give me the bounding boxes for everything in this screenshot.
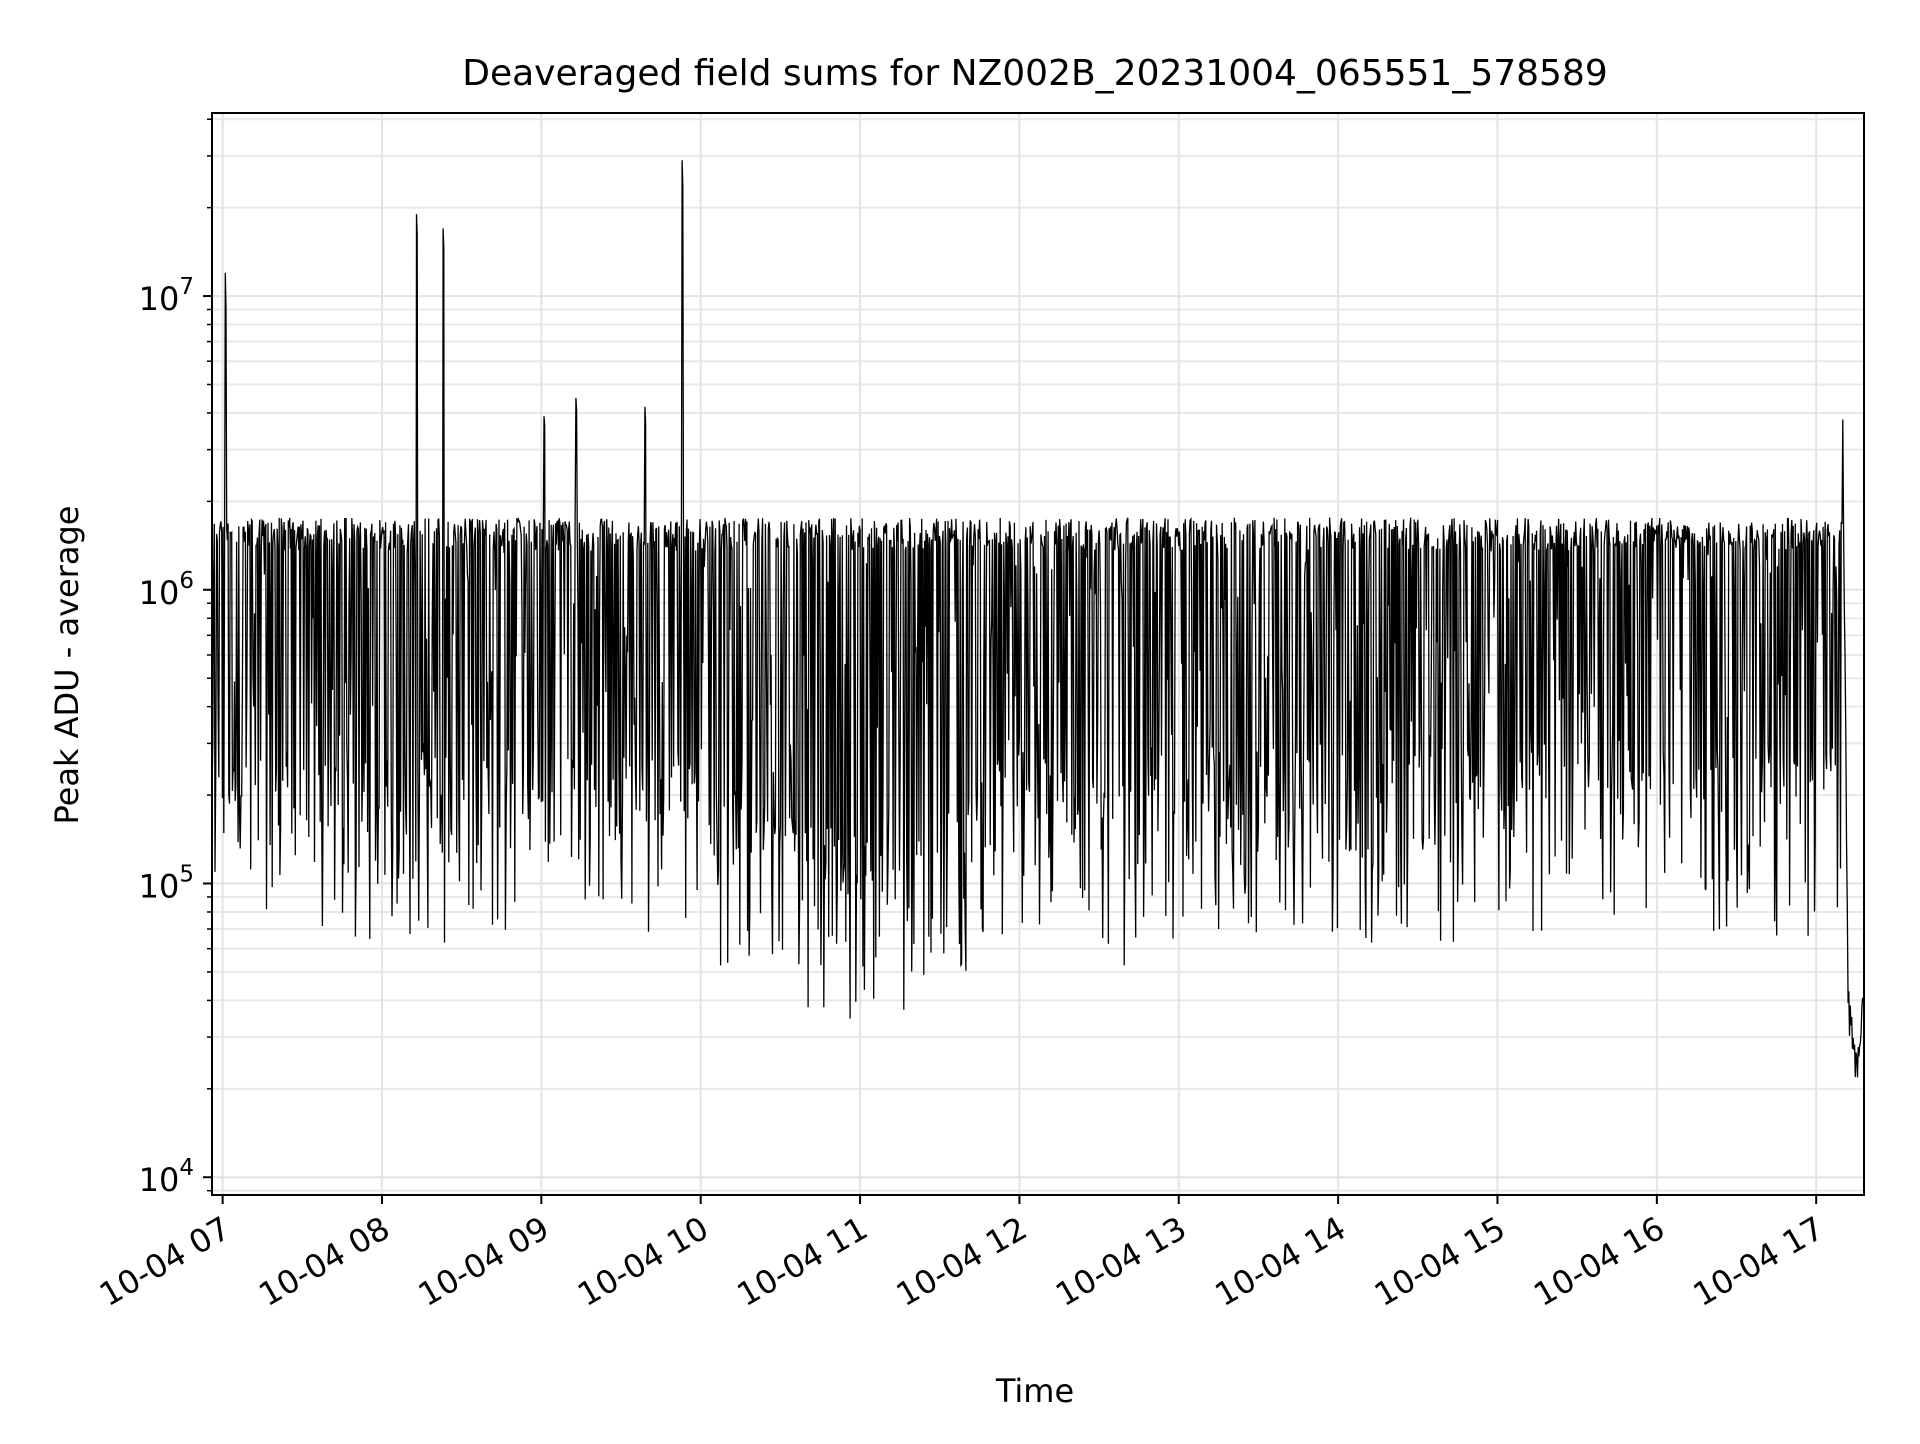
x-axis-label: Time: [995, 1372, 1074, 1410]
chart-title: Deaveraged field sums for NZ002B_2023100…: [462, 53, 1608, 94]
y-axis-label: Peak ADU - average: [48, 506, 86, 825]
